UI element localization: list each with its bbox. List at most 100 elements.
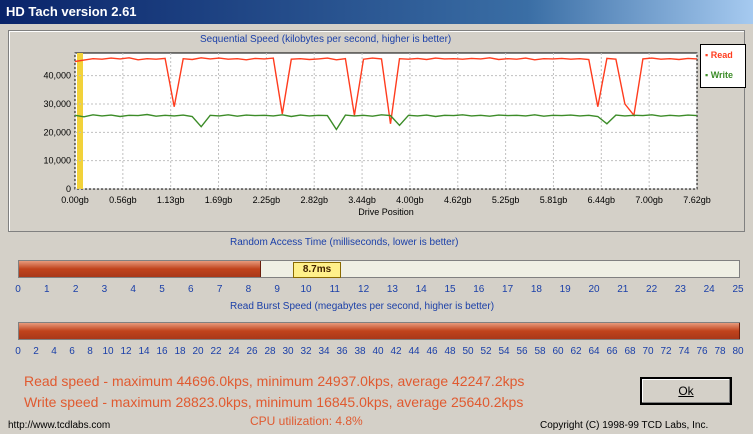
scale-tick-label: 4 xyxy=(130,284,136,295)
scale-tick-label: 46 xyxy=(426,346,438,357)
scale-tick-label: 24 xyxy=(228,346,240,357)
cpu-utilization: CPU utilization: 4.8% xyxy=(250,414,363,428)
scale-tick-label: 19 xyxy=(559,284,571,295)
scale-tick-label: 23 xyxy=(674,284,686,295)
scale-tick-label: 1 xyxy=(44,284,50,295)
scale-tick-label: 3 xyxy=(101,284,108,295)
burst-speed-title: Read Burst Speed (megabytes per second, … xyxy=(230,301,495,312)
scale-tick-label: 28 xyxy=(264,346,276,357)
scale-tick-label: 30 xyxy=(282,346,294,357)
legend-write: ▪ Write xyxy=(705,70,734,80)
scale-tick-label: 16 xyxy=(473,284,485,295)
legend-read: ▪ Read xyxy=(705,50,733,60)
burst-speed-scale: 0 2 4 6 8 10 12 14 16 18 20 22 24 26 28 30 32 34 36 38 40 42 4… xyxy=(15,346,743,358)
scale-tick-label: 74 xyxy=(678,346,690,357)
scale-tick-label: 58 xyxy=(534,346,546,357)
scale-tick-label: 8 xyxy=(87,346,93,357)
start-marker-band xyxy=(77,53,83,189)
scale-tick-label: 0 xyxy=(15,284,21,295)
scale-tick-label: 60 xyxy=(552,346,564,357)
scale-tick-label: 6 xyxy=(69,346,75,357)
series-line-read xyxy=(74,57,698,124)
scale-tick-label: 26 xyxy=(246,346,258,357)
access-time-marker: 8.7ms xyxy=(293,262,341,278)
scale-tick-label: 72 xyxy=(660,346,672,357)
scale-tick-label: 48 xyxy=(444,346,456,357)
x-tick-label: 6.44gb xyxy=(588,195,616,205)
scale-tick-label: 10 xyxy=(102,346,114,357)
window-title: HD Tach version 2.61 xyxy=(6,4,137,19)
y-tick-label: 40,000 xyxy=(43,71,71,81)
x-tick-label: 1.13gb xyxy=(157,195,185,205)
scale-tick-label: 18 xyxy=(530,284,542,295)
scale-tick-label: 20 xyxy=(588,284,600,295)
burst-speed-fill xyxy=(19,323,740,339)
random-access-fill xyxy=(19,261,262,277)
scale-tick-label: 78 xyxy=(714,346,726,357)
x-tick-label: 5.81gb xyxy=(540,195,568,205)
y-tick-label: 10,000 xyxy=(43,156,71,166)
random-access-scale: 0 1 2 3 4 5 6 7 8 9 10 11 12 13 14 15 16 17 18 19 20 21 22 23 24… xyxy=(15,284,743,296)
x-tick-label: 3.44gb xyxy=(348,195,376,205)
scale-tick-label: 36 xyxy=(336,346,348,357)
x-tick-label: 0.00gb xyxy=(61,195,89,205)
scale-tick-label: 14 xyxy=(138,346,150,357)
scale-tick-label: 50 xyxy=(462,346,474,357)
series-line-write xyxy=(74,113,698,131)
scale-tick-label: 5 xyxy=(159,284,165,295)
scale-tick-label: 11 xyxy=(329,284,340,295)
x-tick-label: 5.25gb xyxy=(492,195,520,205)
scale-tick-label: 64 xyxy=(588,346,600,357)
scale-tick-label: 15 xyxy=(444,284,456,295)
scale-tick-label: 40 xyxy=(372,346,384,357)
burst-speed-bar xyxy=(18,322,740,340)
random-access-title: Random Access Time (milliseconds, lower … xyxy=(230,237,459,248)
x-axis-title: Drive Position xyxy=(358,207,414,217)
read-speed-summary: Read speed - maximum 44696.0kps, minimum… xyxy=(24,373,525,389)
scale-tick-label: 56 xyxy=(516,346,528,357)
scale-tick-label: 66 xyxy=(606,346,618,357)
scale-tick-label: 10 xyxy=(300,284,312,295)
x-tick-label: 2.25gb xyxy=(253,195,281,205)
copyright-text: Copyright (C) 1998-99 TCD Labs, Inc. xyxy=(540,420,709,431)
scale-tick-label: 6 xyxy=(188,284,194,295)
scale-tick-label: 0 xyxy=(15,346,21,357)
scale-tick-label: 68 xyxy=(624,346,636,357)
y-tick-label: 30,000 xyxy=(43,99,71,109)
scale-tick-label: 13 xyxy=(386,284,398,295)
scale-tick-label: 9 xyxy=(274,284,280,295)
scale-tick-label: 21 xyxy=(617,284,629,295)
scale-tick-label: 20 xyxy=(192,346,204,357)
scale-tick-label: 32 xyxy=(300,346,312,357)
scale-tick-label: 12 xyxy=(120,346,132,357)
scale-tick-label: 4 xyxy=(51,346,57,357)
x-tick-label: 4.62gb xyxy=(444,195,472,205)
scale-tick-label: 24 xyxy=(703,284,715,295)
chart-legend: ▪ Read ▪ Write xyxy=(700,44,746,88)
scale-tick-label: 80 xyxy=(732,346,744,357)
title-bar[interactable]: HD Tach version 2.61 xyxy=(0,0,753,24)
scale-tick-label: 34 xyxy=(318,346,330,357)
sequential-chart-frame: 0 10,000 20,000 30,000 40,000 0.00gb 0.56gb 1.1… xyxy=(8,30,745,232)
x-tick-label: 1.69gb xyxy=(205,195,233,205)
x-tick-label: 0.56gb xyxy=(109,195,137,205)
scale-tick-label: 38 xyxy=(354,346,366,357)
scale-tick-label: 44 xyxy=(408,346,420,357)
x-tick-label: 2.82gb xyxy=(300,195,328,205)
scale-tick-label: 12 xyxy=(358,284,370,295)
scale-tick-label: 18 xyxy=(174,346,186,357)
ok-button[interactable]: Ok xyxy=(640,377,732,405)
sequential-speed-title: Sequential Speed (kilobytes per second, … xyxy=(200,34,452,45)
sequential-speed-chart: 0 10,000 20,000 30,000 40,000 0.00gb 0.56gb 1.1… xyxy=(43,52,711,217)
scale-tick-label: 2 xyxy=(33,346,39,357)
scale-tick-label: 76 xyxy=(696,346,708,357)
y-tick-label: 0 xyxy=(66,184,71,194)
scale-tick-label: 54 xyxy=(498,346,510,357)
scale-tick-label: 2 xyxy=(72,284,79,295)
write-speed-summary: Write speed - maximum 28823.0kps, minimu… xyxy=(24,394,524,410)
scale-tick-label: 16 xyxy=(156,346,168,357)
scale-tick-label: 52 xyxy=(480,346,492,357)
website-link[interactable]: http://www.tcdlabs.com xyxy=(8,420,111,431)
scale-tick-label: 42 xyxy=(390,346,402,357)
scale-tick-label: 17 xyxy=(502,284,514,295)
